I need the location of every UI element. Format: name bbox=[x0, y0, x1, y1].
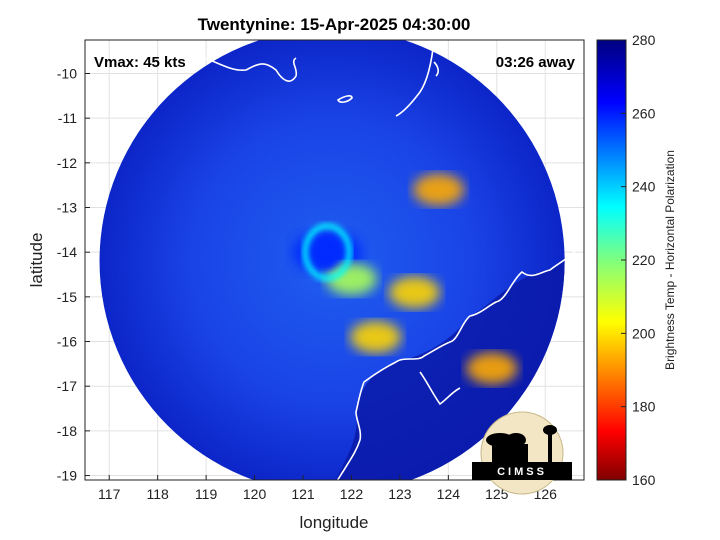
x-tick-label: 123 bbox=[388, 486, 412, 502]
eye-core bbox=[315, 236, 340, 269]
chart-title: Twentynine: 15-Apr-2025 04:30:00 bbox=[198, 15, 471, 34]
cimss-logo-text: CIMSS bbox=[497, 466, 547, 478]
plot-frame bbox=[84, 39, 585, 481]
x-tick-label: 122 bbox=[340, 486, 364, 502]
y-tick-label: -18 bbox=[57, 423, 77, 439]
coastline bbox=[197, 40, 584, 480]
feature-point bbox=[466, 352, 518, 385]
colorbar-label: Brightness Temp - Horizontal Polarizatio… bbox=[663, 150, 677, 370]
x-tick-label: 124 bbox=[437, 486, 461, 502]
x-axis-ticks: 117 118 119 120 121 122 123 124 125 126 bbox=[98, 475, 557, 502]
feature-point bbox=[325, 262, 378, 295]
cimss-logo-band bbox=[472, 462, 572, 480]
colorbar-tick-label: 260 bbox=[632, 105, 656, 121]
colorbar-tick-label: 180 bbox=[632, 399, 656, 415]
colorbar-tick-label: 240 bbox=[632, 179, 656, 195]
distance-annotation: 03:26 away bbox=[496, 54, 576, 71]
y-tick-label: -19 bbox=[57, 468, 77, 484]
convective-features bbox=[292, 173, 518, 385]
colorbar-tick-label: 220 bbox=[632, 252, 656, 268]
x-tick-label: 118 bbox=[147, 486, 170, 502]
cimss-logo: CIMSS bbox=[472, 411, 572, 495]
y-tick-label: -17 bbox=[57, 378, 77, 394]
y-tick-label: -14 bbox=[57, 244, 77, 260]
colorbar-tick-label: 200 bbox=[632, 325, 656, 341]
x-tick-label: 121 bbox=[291, 486, 315, 502]
coastline-north-island bbox=[197, 55, 298, 82]
y-tick-label: -16 bbox=[57, 334, 77, 350]
feature-point bbox=[413, 173, 465, 206]
x-tick-label: 125 bbox=[485, 486, 509, 502]
cimss-logo-dishes bbox=[486, 425, 557, 462]
y-tick-label: -12 bbox=[57, 155, 77, 171]
image-swath bbox=[99, 40, 565, 480]
coastline-north-islet bbox=[336, 95, 353, 103]
y-axis-label: latitude bbox=[27, 233, 46, 288]
coastline-north-east bbox=[395, 40, 439, 117]
feature-point bbox=[350, 321, 402, 354]
x-tick-label: 117 bbox=[98, 486, 121, 502]
y-axis-ticks: -10 -11 -12 -13 -14 -15 -16 -17 -18 -19 bbox=[57, 66, 90, 484]
x-axis-label: longitude bbox=[299, 513, 368, 532]
colorbar-tick-label: 160 bbox=[632, 472, 656, 488]
y-tick-label: -11 bbox=[58, 110, 77, 126]
eye-ring bbox=[302, 223, 352, 281]
colorbar-ticks: 280 260 240 220 200 180 160 bbox=[621, 32, 656, 488]
colorbar-tick-label: 280 bbox=[632, 32, 656, 48]
x-tick-label: 120 bbox=[243, 486, 267, 502]
feature-point bbox=[388, 276, 441, 309]
y-tick-label: -13 bbox=[57, 200, 77, 216]
y-tick-label: -15 bbox=[57, 289, 77, 305]
vmax-annotation: Vmax: 45 kts bbox=[94, 54, 186, 71]
x-tick-label: 119 bbox=[195, 486, 218, 502]
coastline-australia bbox=[336, 239, 584, 480]
y-tick-label: -10 bbox=[57, 66, 77, 82]
